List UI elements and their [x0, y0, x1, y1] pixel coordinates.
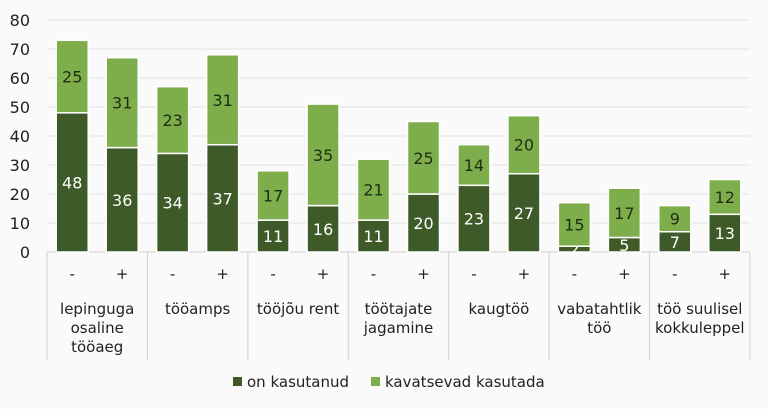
legend-swatch	[371, 377, 380, 386]
y-tick-label: 60	[10, 69, 30, 88]
sub-category-label: -	[572, 265, 577, 283]
bar-segment-planned	[557, 201, 592, 247]
sub-category-label: +	[116, 265, 129, 283]
data-label: 20	[413, 214, 433, 233]
y-tick-label: 50	[10, 98, 30, 117]
bar-segment-planned	[55, 39, 89, 114]
data-label: 25	[62, 68, 82, 87]
sub-category-label: -	[672, 265, 677, 283]
sub-category-label: +	[317, 265, 330, 283]
bar-segment-planned	[708, 178, 742, 216]
bar-segment-planned	[306, 103, 340, 207]
data-label: 31	[212, 91, 232, 110]
bar-segment-planned	[658, 204, 692, 233]
data-label: 16	[313, 220, 333, 239]
sub-category-label: +	[718, 265, 731, 283]
data-label: 9	[670, 210, 680, 229]
sub-category-label: -	[471, 265, 476, 283]
data-label: 7	[670, 233, 680, 252]
data-label: 17	[614, 204, 634, 223]
y-tick-label: 80	[10, 11, 30, 30]
data-label: 23	[162, 111, 182, 130]
y-tick-label: 30	[10, 156, 30, 175]
bar-segment-planned	[256, 170, 290, 221]
data-label: 17	[263, 186, 283, 205]
data-label: 27	[514, 204, 534, 223]
data-label: 2	[569, 240, 579, 259]
category-label: jagamine	[363, 319, 434, 337]
bar-segment-planned	[356, 158, 391, 221]
bar-segment-planned	[507, 114, 541, 175]
category-label: osaline	[71, 319, 124, 337]
sub-category-label: -	[70, 265, 75, 283]
category-label: tööaeg	[71, 338, 123, 356]
y-tick-label: 40	[10, 127, 30, 146]
data-label: 48	[62, 173, 82, 192]
legend-label: kavatsevad kasutada	[385, 373, 545, 391]
bar-segment-used	[457, 184, 491, 253]
legend-label: on kasutanud	[247, 373, 349, 391]
bar-segment-planned	[155, 85, 190, 155]
sub-category-label: +	[618, 265, 631, 283]
data-label: 13	[715, 224, 735, 243]
category-label: töö suulisel	[657, 300, 742, 318]
data-label: 31	[112, 94, 132, 113]
data-label: 12	[715, 188, 735, 207]
bar-segment-planned	[457, 143, 491, 187]
bar-segment-planned	[607, 187, 642, 239]
bar-segment-used	[155, 152, 190, 253]
data-label: 37	[212, 189, 232, 208]
category-label: töötajate	[365, 300, 433, 318]
category-label: tööamps	[165, 300, 231, 318]
data-label: 20	[514, 136, 534, 155]
bar-segment-planned	[205, 54, 240, 146]
y-tick-label: 70	[10, 40, 30, 59]
data-label: 36	[112, 191, 132, 210]
sub-category-label: +	[518, 265, 531, 283]
data-label: 11	[263, 227, 283, 246]
sub-category-label: +	[216, 265, 229, 283]
data-label: 5	[619, 236, 629, 255]
bar-segment-used	[55, 112, 89, 253]
category-label: tööjõu rent	[257, 300, 339, 318]
bar-segment-used	[406, 193, 441, 253]
sub-category-label: +	[417, 265, 430, 283]
sub-category-label: -	[170, 265, 175, 283]
data-label: 34	[162, 194, 182, 213]
bar-segment-planned	[105, 56, 139, 149]
data-label: 25	[413, 149, 433, 168]
category-label: vabatahtlik	[557, 300, 642, 318]
y-tick-label: 0	[20, 243, 30, 262]
legend-swatch	[233, 377, 242, 386]
data-label: 21	[363, 181, 383, 200]
bar-segment-used	[356, 219, 391, 253]
data-label: 14	[464, 156, 484, 175]
data-label: 15	[564, 215, 584, 234]
bar-segment-planned	[406, 120, 441, 195]
category-label: kaugtöö	[468, 300, 529, 318]
y-tick-label: 10	[10, 214, 30, 233]
category-label: kokkuleppel	[655, 319, 745, 337]
sub-category-label: -	[371, 265, 376, 283]
data-label: 35	[313, 146, 333, 165]
y-tick-label: 20	[10, 185, 30, 204]
data-label: 23	[464, 210, 484, 229]
data-label: 11	[363, 227, 383, 246]
sub-category-label: -	[270, 265, 275, 283]
category-label: töö	[587, 319, 611, 337]
category-label: lepinguga	[60, 300, 134, 318]
bar-segment-used	[507, 172, 541, 253]
